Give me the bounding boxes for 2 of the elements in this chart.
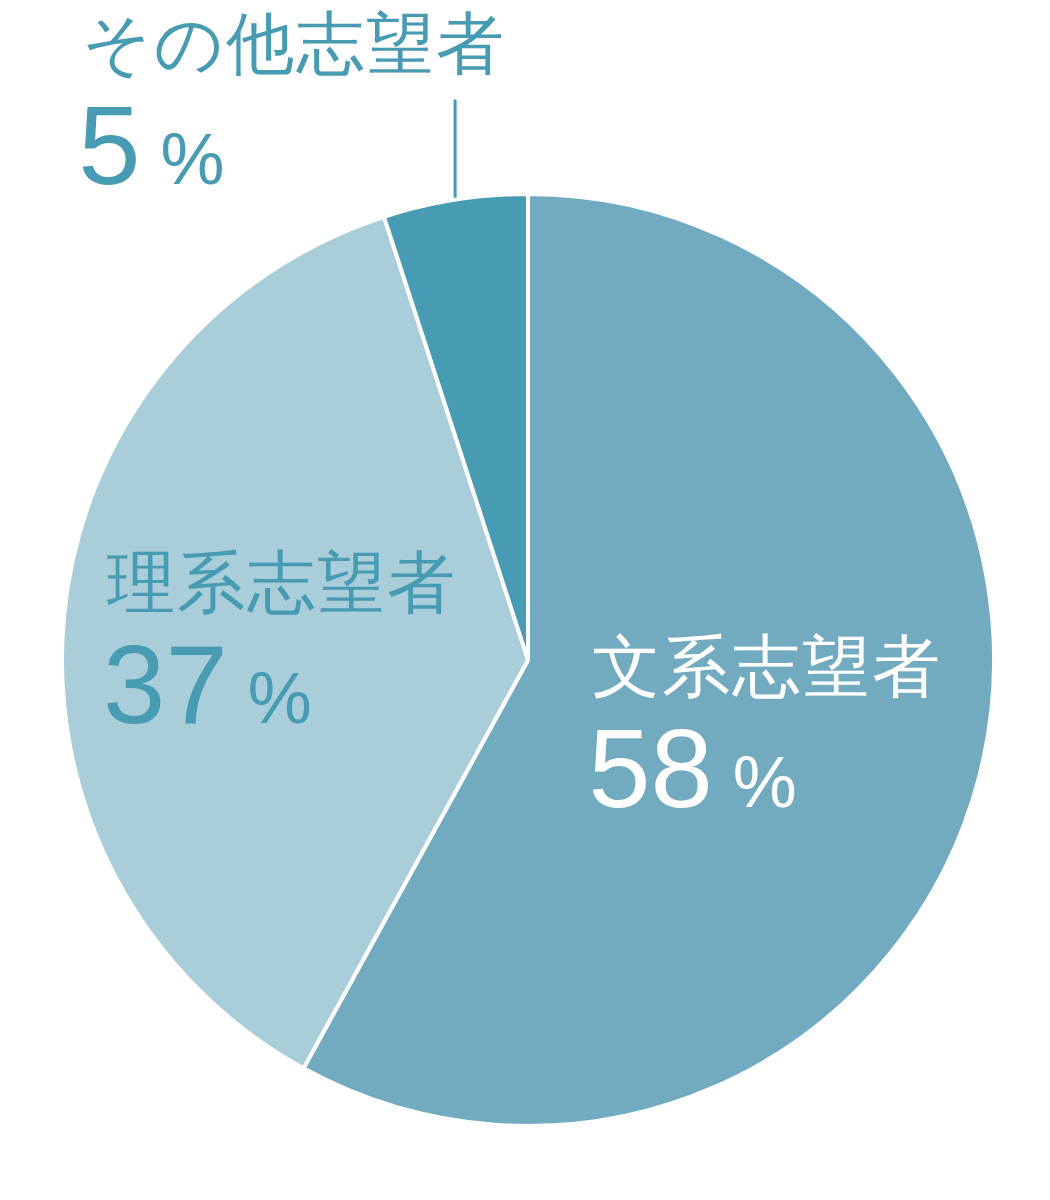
data-label: 5 % [78, 82, 225, 208]
slice-label: その他志望者 [82, 4, 507, 81]
